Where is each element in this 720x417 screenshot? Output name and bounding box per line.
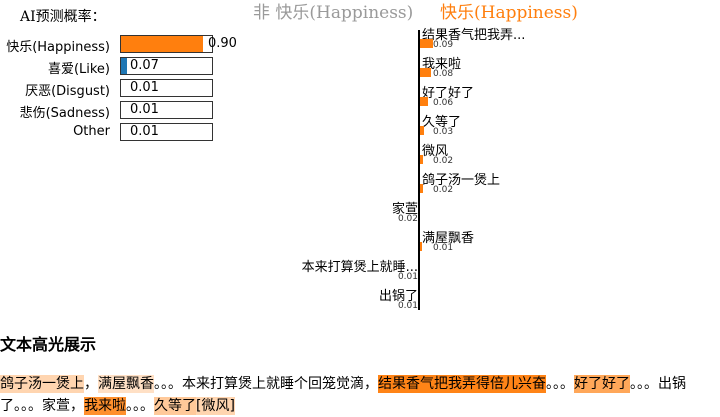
probability-label: 快乐(Happiness) [6,40,110,55]
plain-text: 。。。 [126,398,154,414]
highlighted-phrase: 满屋飘香 [98,375,154,393]
positive-column-title: 快乐(Happiness) [440,3,578,23]
importance-bar [420,242,422,251]
word-label: 本来打算煲上就睡... [301,260,418,275]
word-score: 0.03 [433,127,454,137]
importance-bar [420,126,424,135]
word-label: 家萱 [391,202,418,217]
word-score: 0.06 [433,98,454,108]
word-label: 久等了 [422,115,462,130]
probability-bar-track [120,57,213,75]
word-label: 好了好了 [422,86,475,101]
plain-text: 出锅了 [0,376,686,414]
probability-label: 喜爱(Like) [47,62,110,77]
probability-row: Other 0.01 [0,123,240,141]
probability-bar-fill [121,36,203,52]
probability-label: 厌恶(Disgust) [25,84,110,99]
plain-text: 。。。 [14,398,42,414]
probability-value: 0.07 [130,58,159,73]
probability-bar-track [120,35,213,53]
probability-label: Other [73,124,110,139]
word-score: 0.02 [433,156,454,166]
highlighted-text: 鸽子汤一煲上，满屋飘香。。。本来打算煲上就睡个回笼觉滴，结果香气把我弄得倍儿兴奋… [0,373,720,417]
word-score: 0.01 [433,243,454,253]
word-label: 出锅了 [378,289,418,304]
word-label: 微风 [422,144,449,159]
probability-value: 0.01 [130,102,159,117]
word-score: 0.08 [433,69,454,79]
negative-column-title: 非 快乐(Happiness) [253,3,414,23]
probability-value: 0.01 [130,80,159,95]
highlight-section-title: 文本高光展示 [0,335,97,354]
plain-text: ， [84,376,98,392]
word-score: 0.02 [433,185,454,195]
highlighted-phrase: 好了好了 [574,375,630,393]
plain-text: ， [70,398,84,414]
probability-row: 快乐(Happiness) 0.90 [0,35,240,55]
probability-row: 悲伤(Sadness) 0.01 [0,101,240,121]
probability-row: 厌恶(Disgust) 0.01 [0,79,240,99]
importance-bar [420,97,428,106]
highlighted-phrase: [微风] [196,397,235,415]
probability-value: 0.90 [208,36,237,51]
word-label: 我来啦 [422,57,462,72]
plain-text: ， [364,376,378,392]
importance-bar [420,184,423,193]
plain-text: 本来打算煲上就睡个回笼觉滴 [182,376,364,392]
word-score: 0.02 [397,214,418,224]
word-score: 0.09 [433,40,454,50]
importance-bar [420,68,431,77]
word-score: 0.01 [397,272,418,282]
probability-value: 0.01 [130,124,159,139]
word-score: 0.01 [397,301,418,311]
probability-panel-title: AI预测概率： [20,9,106,25]
probability-label: 悲伤(Sadness) [19,106,110,121]
probability-bar-fill [121,58,127,74]
probability-row: 喜爱(Like) 0.07 [0,57,240,77]
word-label: 鸽子汤一煲上 [422,173,501,188]
plain-text: 。。。 [630,376,658,392]
highlighted-phrase: 结果香气把我弄得倍儿兴奋 [378,375,546,393]
highlighted-phrase: 我来啦 [84,397,126,415]
plain-text: 家萱 [42,398,70,414]
probability-bar-track [120,123,213,141]
importance-bar [420,39,433,48]
word-label: 满屋飘香 [422,231,475,246]
importance-axis-line [418,30,420,310]
plain-text: 。。。 [154,376,182,392]
importance-bar [420,155,423,164]
plain-text: 。。。 [546,376,574,392]
highlighted-phrase: 鸽子汤一煲上 [0,375,84,393]
word-label: 结果香气把我弄... [422,28,526,43]
probability-bar-track [120,101,213,119]
probability-bar-track [120,79,213,97]
highlighted-phrase: 久等了 [154,397,196,415]
